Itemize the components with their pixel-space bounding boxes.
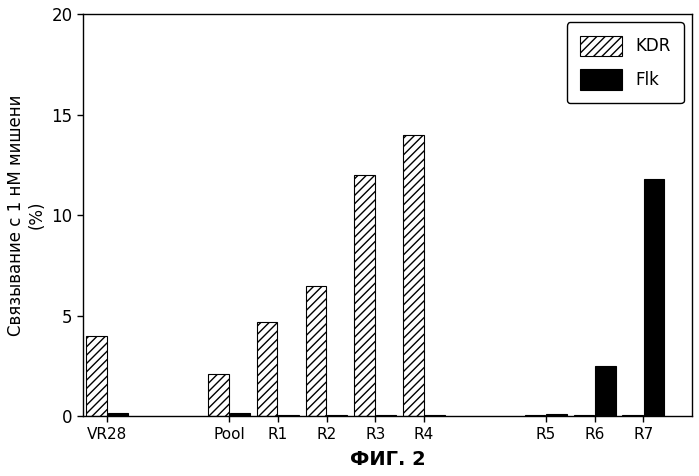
Bar <box>305 286 326 416</box>
Bar <box>376 415 396 416</box>
Bar <box>595 366 616 416</box>
Legend: KDR, Flk: KDR, Flk <box>567 22 684 103</box>
Y-axis label: Связывание с 1 нМ мишени
(%): Связывание с 1 нМ мишени (%) <box>7 94 45 336</box>
Bar <box>354 175 375 416</box>
Bar <box>208 374 229 416</box>
Bar <box>108 413 128 416</box>
Bar <box>327 415 347 416</box>
Bar <box>403 135 424 416</box>
X-axis label: ФИГ. 2: ФИГ. 2 <box>350 450 425 469</box>
Bar <box>574 415 594 416</box>
Bar <box>622 415 643 416</box>
Bar <box>86 336 107 416</box>
Bar <box>278 415 298 416</box>
Bar <box>525 415 545 416</box>
Bar <box>644 179 664 416</box>
Bar <box>257 322 278 416</box>
Bar <box>229 413 250 416</box>
Bar <box>424 415 445 416</box>
Bar <box>547 414 567 416</box>
